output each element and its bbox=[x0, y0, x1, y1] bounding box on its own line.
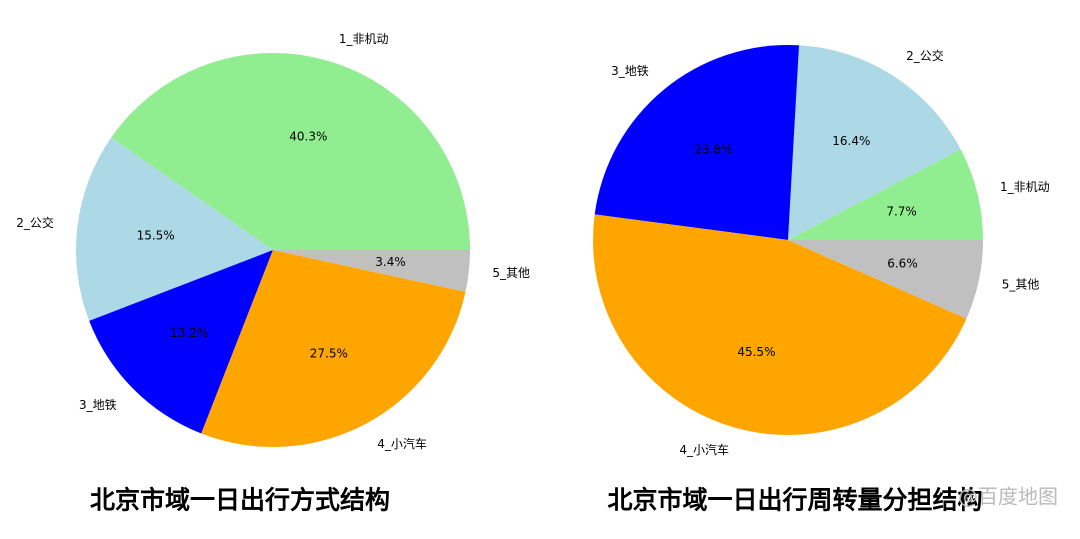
pie-slice bbox=[788, 149, 983, 240]
slice-label: 1_非机动 bbox=[339, 32, 389, 46]
pie-slice bbox=[593, 214, 967, 436]
value-label: 27.5% bbox=[310, 347, 348, 361]
slice-label: 1_非机动 bbox=[1000, 180, 1050, 194]
slice-label: 5_其他 bbox=[1002, 277, 1040, 291]
value-label: 23.8% bbox=[694, 142, 732, 156]
slice-label: 3_地铁 bbox=[611, 64, 649, 78]
slice-label: 2_公交 bbox=[906, 48, 944, 63]
value-label: 7.7% bbox=[886, 204, 917, 218]
pie-slice bbox=[76, 137, 274, 321]
chart-title: 北京市域一日出行周转量分担结构 bbox=[607, 486, 982, 515]
chart-title: 北京市域一日出行方式结构 bbox=[90, 486, 390, 515]
watermark: @百度地图 bbox=[958, 485, 1058, 509]
value-label: 13.2% bbox=[170, 326, 208, 340]
slice-label: 4_小汽车 bbox=[377, 436, 427, 451]
pie-slice bbox=[273, 250, 470, 292]
value-label: 16.4% bbox=[832, 134, 870, 148]
slice-label: 2_公交 bbox=[16, 215, 54, 230]
pie-slice bbox=[201, 250, 466, 447]
pie-slice bbox=[111, 52, 471, 250]
pie-slice bbox=[788, 240, 983, 319]
value-label: 6.6% bbox=[887, 257, 918, 271]
slice-label: 3_地铁 bbox=[79, 398, 117, 412]
pie-slice bbox=[594, 45, 800, 241]
value-label: 15.5% bbox=[137, 228, 175, 242]
value-label: 3.4% bbox=[375, 255, 406, 269]
pie-slice bbox=[788, 45, 961, 240]
slice-label: 4_小汽车 bbox=[679, 442, 729, 457]
value-label: 45.5% bbox=[737, 345, 775, 359]
value-label: 40.3% bbox=[289, 130, 327, 144]
pie-slice bbox=[89, 250, 273, 434]
slice-label: 5_其他 bbox=[492, 266, 530, 280]
